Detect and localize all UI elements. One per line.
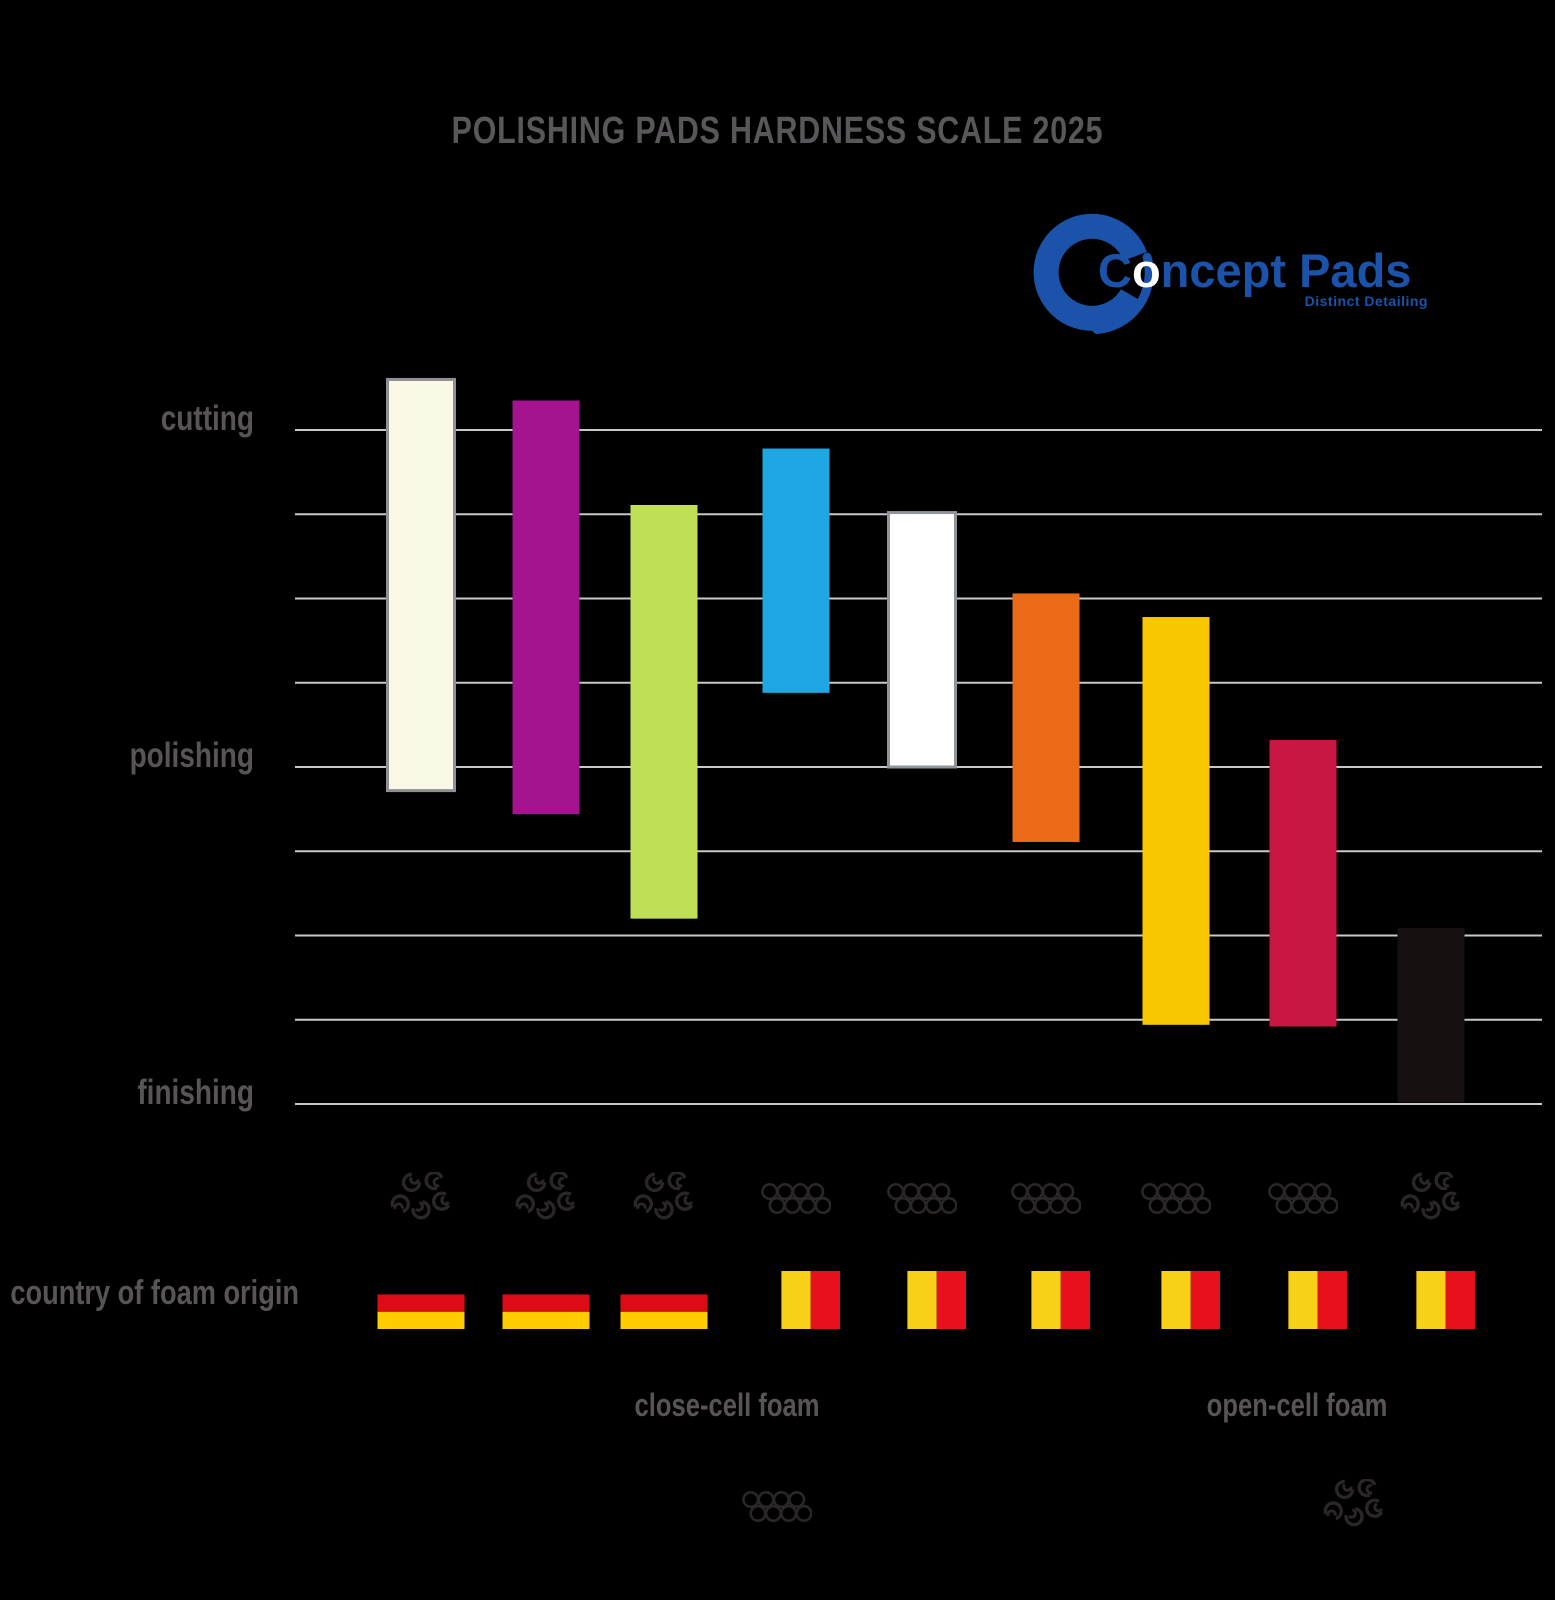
flag-germany xyxy=(502,1277,590,1329)
close-cell-icon xyxy=(887,1182,957,1215)
flag-belgium xyxy=(1259,1271,1347,1329)
origin-row-label: country of foam origin xyxy=(10,1274,299,1312)
hardness-bar-pad-1 xyxy=(386,377,456,793)
brand-letter-c: C xyxy=(1098,244,1132,297)
close-cell-icon xyxy=(1141,1182,1211,1215)
open-cell-icon xyxy=(515,1170,578,1219)
brand-letter-o: o xyxy=(1131,244,1161,297)
close-cell-icon xyxy=(1268,1182,1338,1215)
legend-close-cell-label: close-cell foam xyxy=(634,1387,820,1423)
brand-name: Concept Pads xyxy=(1098,243,1443,298)
flag-belgium xyxy=(752,1271,840,1329)
hardness-bar-pad-7 xyxy=(1142,617,1210,1025)
axis-label-polishing: polishing xyxy=(129,736,254,775)
flag-belgium xyxy=(878,1271,966,1329)
flag-belgium xyxy=(1387,1271,1475,1329)
hardness-bar-pad-5 xyxy=(887,511,957,769)
brand-rest: ncept Pads xyxy=(1160,244,1412,297)
hardness-bar-pad-9 xyxy=(1397,927,1465,1103)
flag-belgium xyxy=(1002,1271,1090,1329)
open-cell-icon xyxy=(1322,1479,1386,1528)
brand-logo: Concept Pads Distinct Detailing xyxy=(1020,205,1450,350)
hardness-bar-pad-3 xyxy=(630,504,698,919)
open-cell-icon xyxy=(390,1170,453,1219)
hardness-bar-pad-4 xyxy=(762,448,830,693)
flag-germany xyxy=(377,1277,465,1329)
close-cell-icon xyxy=(761,1182,831,1215)
hardness-bar-pad-6 xyxy=(1012,593,1080,842)
close-cell-icon xyxy=(1011,1182,1081,1215)
legend-open-cell-label: open-cell foam xyxy=(1206,1387,1388,1423)
hardness-bar-pad-2 xyxy=(512,400,580,815)
open-cell-icon xyxy=(1400,1170,1463,1219)
hardness-bar-pad-8 xyxy=(1269,740,1337,1027)
axis-label-cutting: cutting xyxy=(160,399,254,438)
flag-belgium xyxy=(1132,1271,1220,1329)
open-cell-icon xyxy=(633,1170,696,1219)
brand-tagline: Distinct Detailing xyxy=(1304,293,1428,309)
brand-swoosh-icon xyxy=(1033,213,1154,334)
axis-label-finishing: finishing xyxy=(137,1073,254,1112)
close-cell-icon xyxy=(742,1490,812,1523)
page-title: POLISHING PADS HARDNESS SCALE 2025 xyxy=(451,110,1104,152)
flag-germany xyxy=(620,1277,708,1329)
